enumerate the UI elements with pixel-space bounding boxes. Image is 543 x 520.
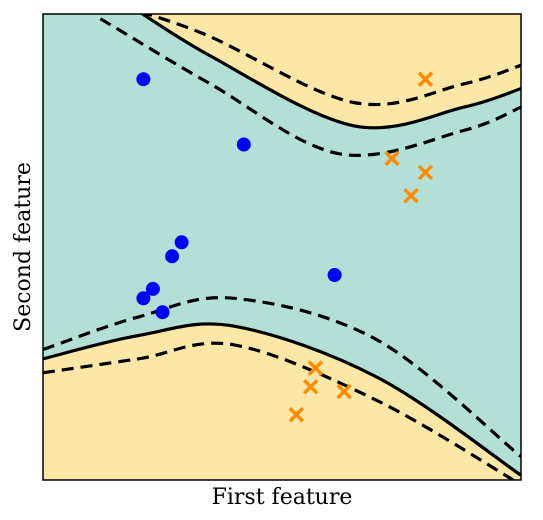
cross-point-6: [302, 379, 319, 395]
plot-frame: [42, 13, 522, 481]
circle-point-6: [145, 281, 160, 296]
upper-margin-inner: [99, 17, 521, 157]
data-points: [136, 71, 434, 423]
circle-point-7: [136, 291, 151, 306]
inner-region: [43, 14, 521, 476]
circle-point-4: [165, 249, 180, 264]
circle-point-5: [327, 268, 342, 282]
circle-point-1: [136, 72, 151, 87]
lower-margin-outer: [43, 341, 517, 480]
x-axis-label: First feature: [212, 485, 353, 510]
cross-point-8: [288, 407, 305, 423]
cross-point-4: [403, 188, 419, 204]
circle-point-8: [155, 305, 170, 320]
upper-margin-outer: [142, 14, 521, 107]
lower-margin-inner: [43, 296, 521, 458]
cross-point-7: [336, 383, 352, 400]
cross-point-2: [384, 150, 400, 167]
plot-area: [43, 14, 521, 480]
upper-boundary-line: [139, 14, 521, 130]
y-axis-label: Second feature: [11, 162, 36, 332]
circle-point-3: [174, 235, 189, 250]
lower-boundary-line: [43, 322, 521, 477]
decision-boundaries: [43, 14, 521, 480]
cross-point-5: [307, 360, 324, 376]
cross-point-3: [417, 164, 434, 181]
circle-point-2: [236, 137, 251, 152]
cross-point-1: [417, 71, 434, 87]
